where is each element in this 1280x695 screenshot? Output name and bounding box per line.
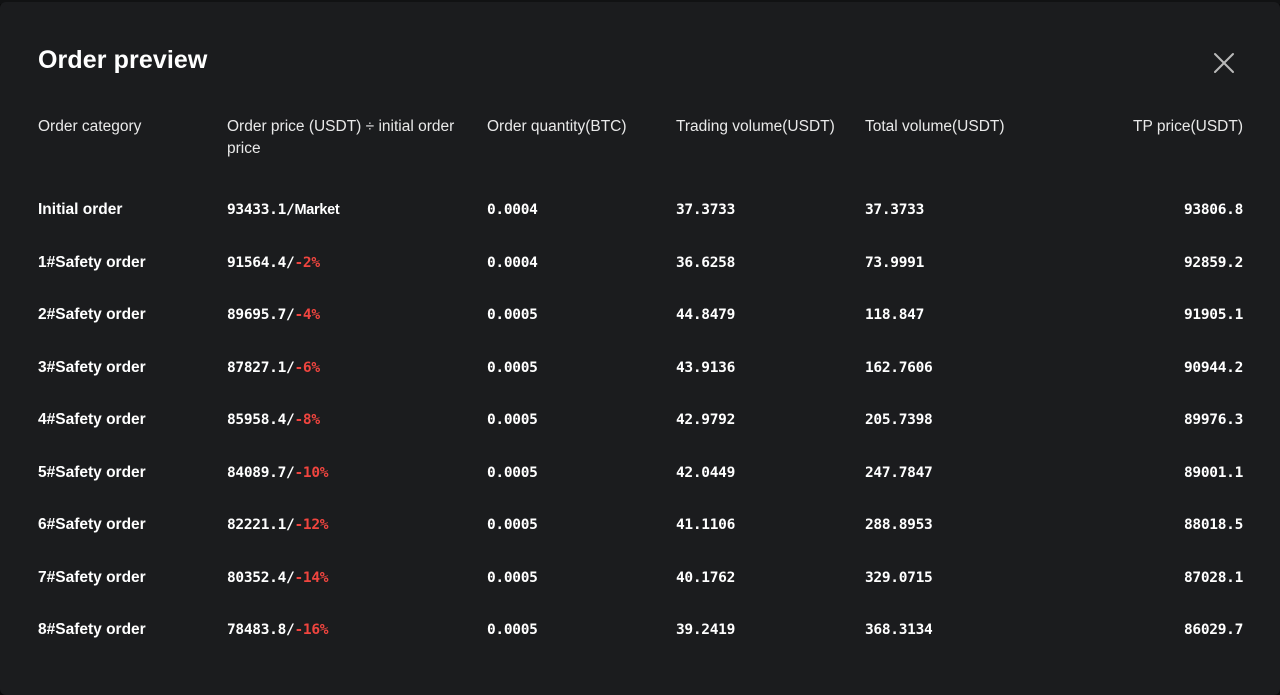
total-volume-cell: 329.0715 (865, 569, 933, 586)
trading-volume-cell: 41.1106 (676, 517, 736, 534)
trading-volume-cell: 39.2419 (676, 622, 736, 639)
total-volume-cell: 288.8953 (865, 517, 933, 534)
order-category-cell: 6#Safety order (38, 516, 146, 534)
order-quantity-cell: 0.0005 (487, 359, 538, 376)
column-header-trading-volume: Trading volume(USDT) (676, 118, 835, 135)
column-header-order-price: Order price (USDT) ÷ initial order price (227, 118, 455, 157)
trading-volume-cell: 44.8479 (676, 307, 736, 324)
trading-volume-cell: 43.9136 (676, 359, 736, 376)
table-body: Initial order 93433.1/Market 0.0004 37.3733… (38, 184, 1243, 657)
order-price-value: 85958.4/ (227, 412, 295, 429)
order-category-cell: 1#Safety order (38, 253, 146, 271)
order-price-cell: 82221.1/-12% (227, 517, 487, 533)
column-header-order-quantity: Order quantity(BTC) (487, 118, 627, 135)
order-price-cell: 91564.4/-2% (227, 255, 487, 271)
total-volume-cell: 368.3134 (865, 622, 933, 639)
tp-price-cell: 87028.1 (1183, 569, 1243, 586)
order-price-cell: 84089.7/-10% (227, 465, 487, 481)
trading-volume-cell: 42.9792 (676, 412, 736, 429)
order-price-value: 82221.1/ (227, 517, 295, 534)
order-category-cell: 4#Safety order (38, 411, 146, 429)
column-header-total-volume: Total volume(USDT) (865, 118, 1005, 135)
order-price-value: 87827.1/ (227, 359, 295, 376)
tp-price-cell: 88018.5 (1183, 517, 1243, 534)
tp-price-cell: 89001.1 (1183, 464, 1243, 481)
total-volume-cell: 162.7606 (865, 359, 933, 376)
order-quantity-cell: 0.0005 (487, 464, 538, 481)
close-button[interactable] (1210, 49, 1238, 77)
trading-volume-cell: 40.1762 (676, 569, 736, 586)
trading-volume-cell: 36.6258 (676, 254, 736, 271)
order-price-value: 80352.4/ (227, 569, 295, 586)
order-quantity-cell: 0.0005 (487, 412, 538, 429)
table-row: Initial order 93433.1/Market 0.0004 37.3733… (38, 184, 1243, 237)
order-price-percent: -8% (294, 412, 320, 429)
order-quantity-cell: 0.0005 (487, 569, 538, 586)
order-price-value: 89695.7/ (227, 307, 295, 324)
order-price-cell: 85958.4/-8% (227, 412, 487, 428)
column-header-order-category: Order category (38, 118, 142, 135)
total-volume-cell: 73.9991 (865, 254, 925, 271)
order-category-cell: 8#Safety order (38, 621, 146, 639)
tp-price-cell: 86029.7 (1183, 622, 1243, 639)
modal-title: Order preview (38, 46, 208, 74)
table-row: 6#Safety order 82221.1/-12% 0.0005 41.1106 2… (38, 499, 1243, 552)
order-price-value: 84089.7/ (227, 464, 295, 481)
table-row: 4#Safety order 85958.4/-8% 0.0005 42.9792 20… (38, 394, 1243, 447)
total-volume-cell: 205.7398 (865, 412, 933, 429)
order-price-cell: 87827.1/-6% (227, 360, 487, 376)
tp-price-cell: 91905.1 (1183, 307, 1243, 324)
trading-volume-cell: 37.3733 (676, 202, 736, 219)
order-price-percent: Market (294, 202, 340, 219)
order-category-cell: Initial order (38, 201, 123, 219)
table-row: 3#Safety order 87827.1/-6% 0.0005 43.9136 16… (38, 342, 1243, 395)
order-quantity-cell: 0.0005 (487, 622, 538, 639)
trading-volume-cell: 42.0449 (676, 464, 736, 481)
column-header-tp-price: TP price(USDT) (1133, 118, 1243, 135)
order-price-percent: -6% (294, 359, 320, 376)
total-volume-cell: 37.3733 (865, 202, 925, 219)
tp-price-cell: 92859.2 (1183, 254, 1243, 271)
order-price-percent: -16% (294, 622, 329, 639)
table-header: Order category Order price (USDT) ÷ init… (38, 114, 1243, 184)
tp-price-cell: 90944.2 (1183, 359, 1243, 376)
order-price-cell: 80352.4/-14% (227, 570, 487, 586)
order-price-percent: -10% (294, 464, 329, 481)
order-price-value: 78483.8/ (227, 622, 295, 639)
order-price-cell: 89695.7/-4% (227, 307, 487, 323)
order-price-value: 93433.1/ (227, 202, 295, 219)
table-row: 8#Safety order 78483.8/-16% 0.0005 39.2419 3… (38, 604, 1243, 657)
order-price-percent: -4% (294, 307, 320, 324)
order-price-value: 91564.4/ (227, 254, 295, 271)
order-category-cell: 5#Safety order (38, 463, 146, 481)
order-price-percent: -2% (294, 254, 320, 271)
table-row: 1#Safety order 91564.4/-2% 0.0004 36.6258 73… (38, 237, 1243, 290)
table-row: 7#Safety order 80352.4/-14% 0.0005 40.1762 3… (38, 552, 1243, 605)
order-price-cell: 93433.1/Market (227, 202, 487, 218)
order-quantity-cell: 0.0004 (487, 202, 538, 219)
order-price-percent: -14% (294, 569, 329, 586)
total-volume-cell: 247.7847 (865, 464, 933, 481)
order-price-cell: 78483.8/-16% (227, 622, 487, 638)
tp-price-cell: 89976.3 (1183, 412, 1243, 429)
table-row: 2#Safety order 89695.7/-4% 0.0005 44.8479 11… (38, 289, 1243, 342)
order-category-cell: 3#Safety order (38, 358, 146, 376)
order-price-percent: -12% (294, 517, 329, 534)
order-category-cell: 7#Safety order (38, 568, 146, 586)
order-category-cell: 2#Safety order (38, 306, 146, 324)
order-quantity-cell: 0.0005 (487, 517, 538, 534)
order-quantity-cell: 0.0005 (487, 307, 538, 324)
table-row: 5#Safety order 84089.7/-10% 0.0005 42.0449 2… (38, 447, 1243, 500)
total-volume-cell: 118.847 (865, 307, 925, 324)
tp-price-cell: 93806.8 (1183, 202, 1243, 219)
close-icon (1210, 49, 1238, 77)
order-preview-table: Order category Order price (USDT) ÷ init… (38, 114, 1243, 657)
order-quantity-cell: 0.0004 (487, 254, 538, 271)
